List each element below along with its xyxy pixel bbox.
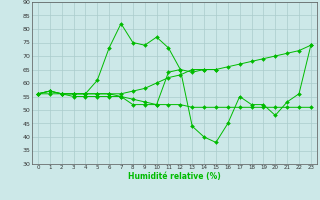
X-axis label: Humidité relative (%): Humidité relative (%) <box>128 172 221 181</box>
